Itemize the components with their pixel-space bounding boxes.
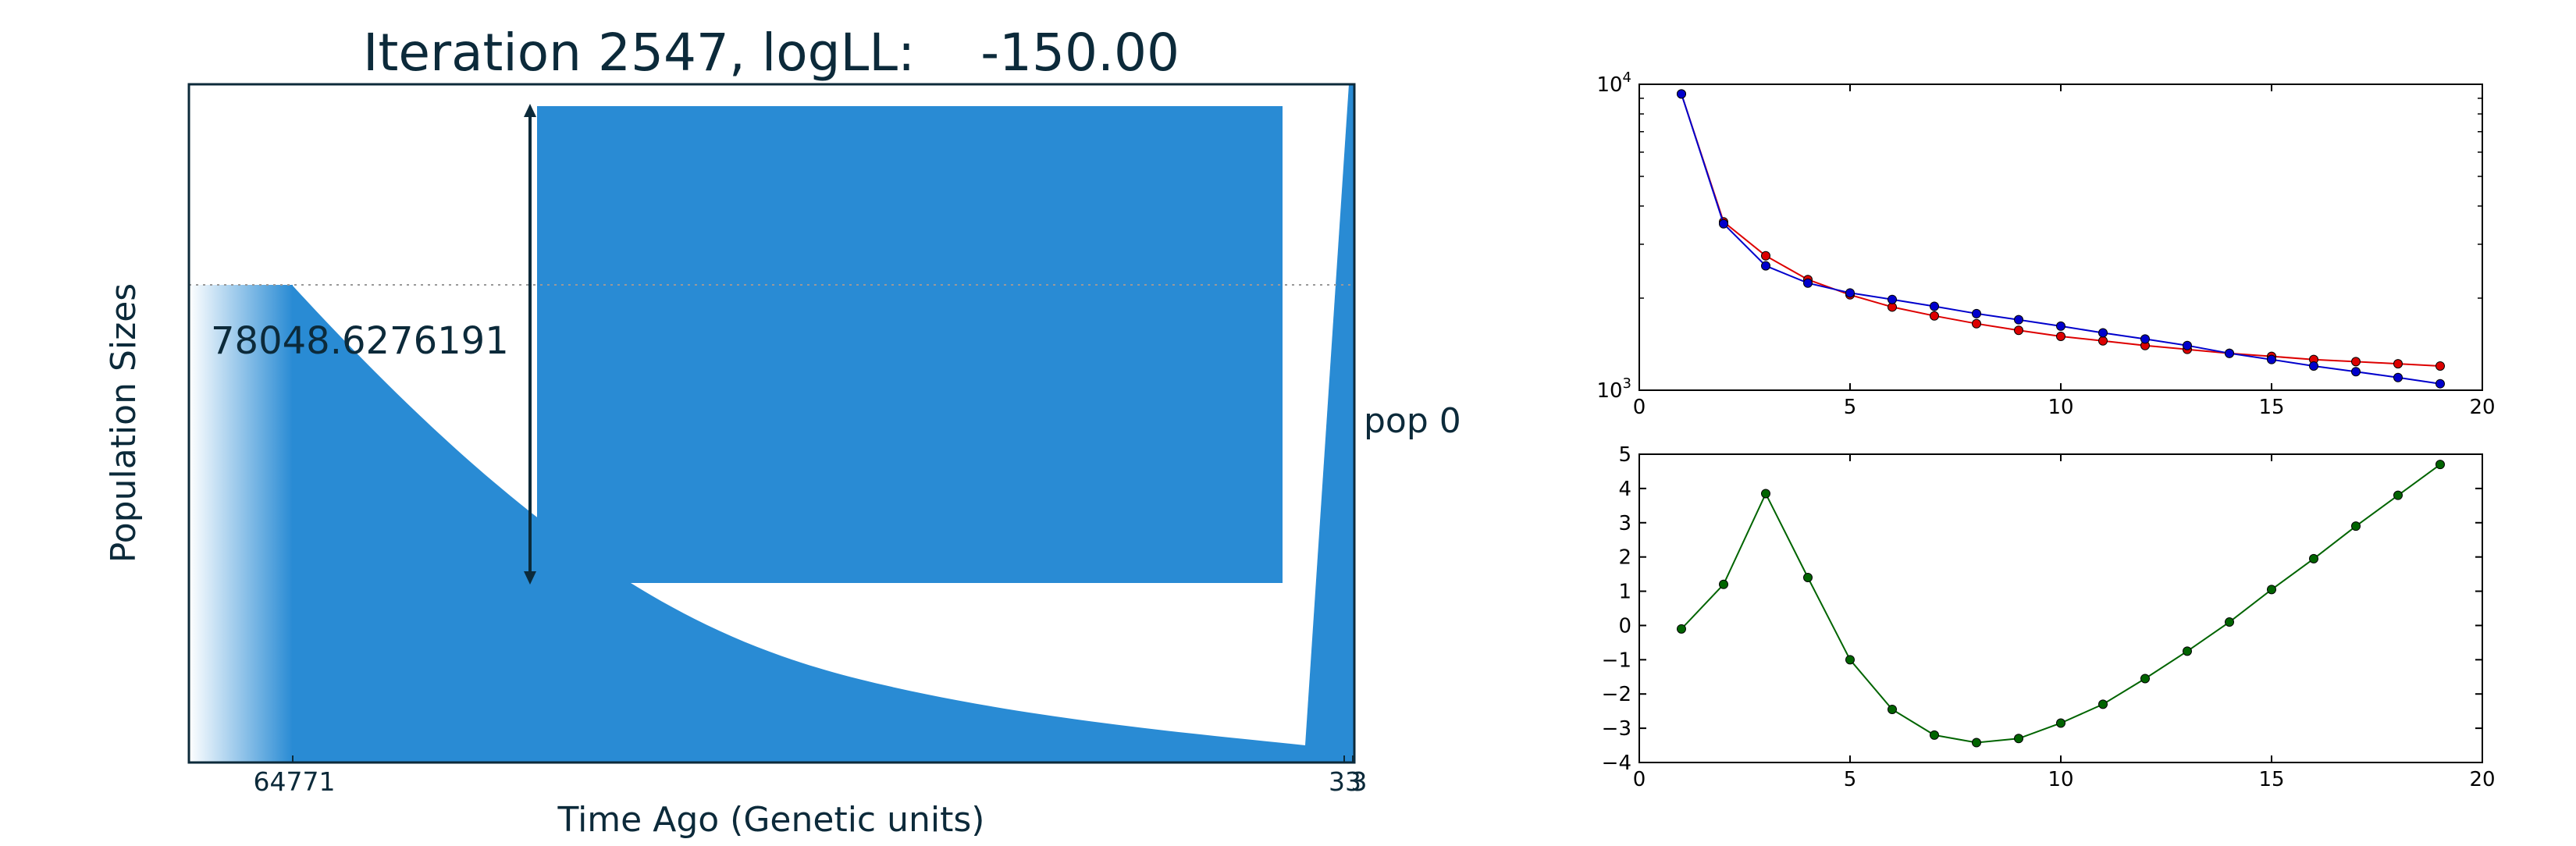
bottom-series-0-point-5: [1888, 704, 1897, 714]
top-series-1-point-5: [1888, 294, 1897, 304]
top-series-0-point-16: [2351, 357, 2361, 367]
bottom-y-tick-label-9: 5: [1618, 443, 1631, 467]
population-label: pop 0: [1364, 401, 1461, 441]
x-tick-label-3: 3: [1351, 766, 1368, 797]
bottom-y-tick-label-5: 1: [1618, 581, 1631, 604]
top-x-tick-label-0: 0: [1633, 396, 1646, 419]
top-series-1-point-8: [2014, 315, 2023, 325]
bottom-y-tick-label-8: 4: [1618, 478, 1631, 501]
bottom-plot-frame: [1638, 453, 2483, 763]
top-series-group: [1677, 89, 2445, 389]
top-series-1-point-16: [2351, 367, 2361, 377]
bottom-series-0-point-14: [2267, 585, 2276, 595]
bottom-y-tick-label-0: −4: [1602, 752, 1631, 775]
top-series-1-point-14: [2267, 354, 2276, 364]
top-series-0-point-17: [2393, 359, 2403, 369]
top-series-1-point-3: [1803, 278, 1813, 288]
top-series-0-point-10: [2098, 336, 2108, 346]
top-series-1-point-10: [2098, 328, 2108, 338]
top-series-0-point-18: [2435, 361, 2445, 371]
top-x-tick-label-3: 15: [2258, 396, 2284, 419]
bottom-series-0-point-1: [1719, 579, 1728, 589]
bottom-series-0-point-16: [2351, 521, 2361, 531]
bottom-series-0-point-8: [2014, 734, 2023, 744]
demography-panel: Iteration 2547, logLL: -150.00 78048.627…: [104, 23, 1461, 840]
top-series-1-point-18: [2435, 379, 2445, 389]
bottom-series-0-point-3: [1803, 573, 1813, 582]
bottom-x-tick-label-1: 5: [1844, 768, 1857, 791]
bottom-y-tick-label-3: −1: [1602, 649, 1631, 672]
bottom-y-axis-ticks: −4 −3 −2 −1 0 1 2 3 4 5: [1602, 443, 2482, 775]
top-series-1-point-17: [2393, 372, 2403, 382]
top-series-1-point-4: [1845, 288, 1855, 298]
top-plot-frame: [1638, 84, 2483, 391]
top-series-0-point-6: [1930, 311, 1939, 321]
bottom-x-tick-label-4: 20: [2469, 768, 2495, 791]
bottom-series-0-point-10: [2098, 699, 2108, 709]
top-series-0-point-7: [1972, 318, 1981, 329]
top-y-tick-label-1: 104: [1596, 69, 1631, 97]
bottom-y-tick-label-2: −2: [1602, 683, 1631, 706]
bottom-series-0-point-13: [2225, 617, 2234, 627]
top-y-axis-ticks: 103 104: [1596, 69, 2482, 403]
demography-x-axis-label: Time Ago (Genetic units): [557, 800, 985, 840]
bottom-right-panel: 0 5 10 15 20 −4 −3 −2 −1 0 1 2 3 4 5: [1602, 443, 2496, 791]
demography-plot-frame: [187, 83, 1356, 764]
bottom-series-0-point-15: [2309, 553, 2318, 563]
demography-right-sliver: [1305, 84, 1354, 745]
bottom-series-0-point-17: [2393, 490, 2403, 500]
arrow-head-up: [524, 104, 536, 117]
top-series-1-point-15: [2309, 361, 2318, 371]
top-series-1-point-9: [2056, 321, 2065, 331]
top-right-panel: 0 5 10 15 20 103 104: [1596, 69, 2495, 419]
bottom-series-0-point-18: [2435, 460, 2445, 470]
top-series-1-point-1: [1719, 219, 1728, 229]
top-series-0-point-2: [1761, 251, 1770, 261]
bottom-series-0-line: [1681, 464, 2441, 744]
top-series-1-point-7: [1972, 308, 1981, 318]
bottom-y-tick-label-1: −3: [1602, 717, 1631, 741]
top-series-0-point-9: [2056, 331, 2065, 341]
bottom-y-tick-label-7: 3: [1618, 512, 1631, 535]
bottom-series-0-point-7: [1972, 738, 1981, 748]
x-tick-label-2: 33: [1329, 766, 1361, 797]
arrow-head-down: [524, 571, 536, 585]
bottom-x-tick-label-0: 0: [1633, 768, 1646, 791]
demography-y-axis-label: Population Sizes: [104, 283, 144, 563]
demography-population-area: [292, 285, 1354, 762]
top-x-tick-label-1: 5: [1844, 396, 1857, 419]
bottom-series-0-point-4: [1845, 655, 1855, 665]
top-x-axis-ticks: 0 5 10 15 20: [1633, 84, 2496, 419]
bottom-x-tick-label-2: 10: [2048, 768, 2073, 791]
bottom-x-axis-ticks: 0 5 10 15 20: [1633, 454, 2496, 791]
top-y-minor-ticks: [1639, 98, 2482, 299]
top-y-tick-label-0: 103: [1596, 375, 1631, 403]
bottom-y-tick-label-6: 2: [1618, 546, 1631, 570]
bottom-series-0-point-11: [2140, 674, 2150, 684]
bottom-series-0-point-6: [1930, 730, 1939, 740]
top-series-1-point-12: [2183, 340, 2192, 350]
demography-fade-band: [189, 285, 293, 762]
demography-title: Iteration 2547, logLL: -150.00: [363, 23, 1179, 83]
top-series-1-point-6: [1930, 301, 1939, 311]
x-tick-label-1: 64771: [254, 766, 336, 797]
population-size-annotation: 78048.6276191: [211, 319, 509, 363]
bottom-series-0-point-9: [2056, 718, 2065, 728]
top-series-1-point-13: [2225, 348, 2234, 358]
bottom-series-0-point-0: [1677, 624, 1686, 634]
top-series-1-point-2: [1761, 261, 1770, 271]
bottom-series-group: [1677, 460, 2445, 748]
top-x-tick-label-2: 10: [2048, 396, 2073, 419]
top-series-1-point-11: [2140, 334, 2150, 344]
top-x-tick-label-4: 20: [2469, 396, 2495, 419]
bottom-series-0-point-2: [1761, 489, 1770, 499]
demography-inner-block: [537, 106, 1283, 583]
top-series-1-point-0: [1677, 89, 1686, 99]
bottom-x-tick-label-3: 15: [2258, 768, 2284, 791]
bottom-y-tick-label-4: 0: [1618, 614, 1631, 638]
bottom-series-0-point-12: [2183, 646, 2192, 656]
top-series-0-point-8: [2014, 325, 2023, 336]
